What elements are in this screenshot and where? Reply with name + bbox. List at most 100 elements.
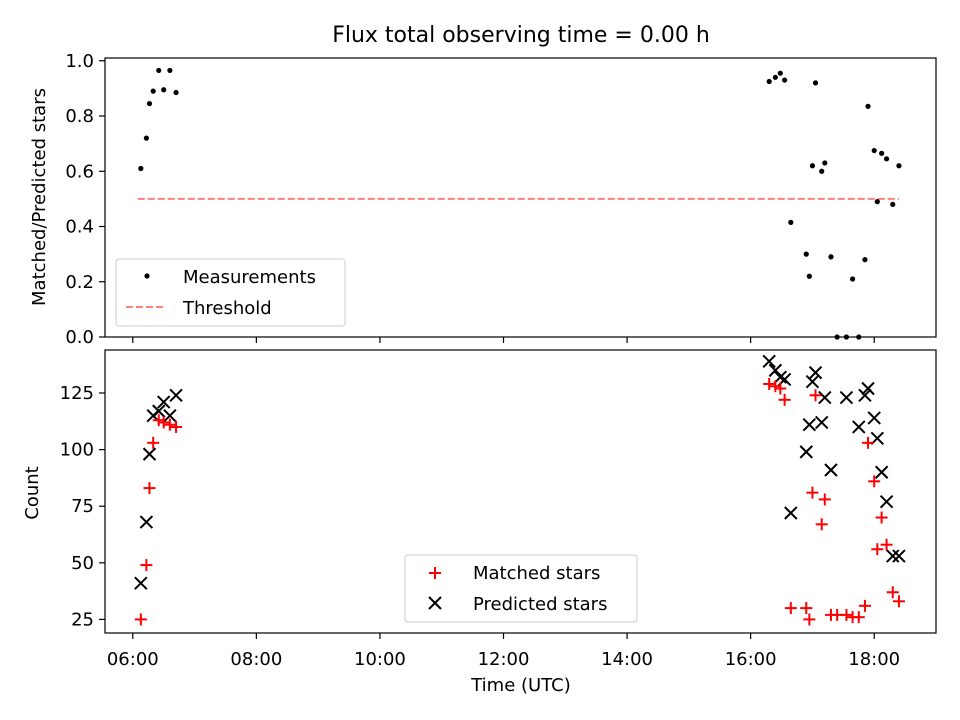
matched-star-point — [892, 595, 905, 608]
matched-star-point — [803, 613, 816, 626]
figure-title: Flux total observing time = 0.00 h — [332, 23, 710, 48]
count-x-tick-label: 16:00 — [725, 649, 777, 670]
measurement-point — [809, 163, 816, 169]
ratio-y-tick-label: 0.6 — [65, 161, 94, 182]
predicted-star-point — [867, 411, 881, 425]
predicted-star-point — [879, 494, 894, 509]
count-y-tick-label: 100 — [60, 440, 94, 461]
count-legend-box — [404, 554, 638, 623]
measurement-point — [865, 103, 871, 109]
matched-star-point — [852, 611, 865, 624]
measurement-point — [782, 77, 788, 83]
matched-star-point — [163, 418, 176, 431]
measurement-point — [883, 156, 890, 162]
count-y-ticks: 25 50 75 100 125 — [60, 383, 105, 630]
predicted-star-point — [861, 381, 875, 396]
count-x-axis-label: Time (UTC) — [470, 675, 571, 696]
predicted-star-point — [169, 388, 183, 402]
matched-star-point — [157, 416, 170, 429]
count-axes-frame — [104, 349, 937, 634]
predicted-star-point — [886, 549, 900, 563]
matched-star-point — [774, 382, 787, 395]
predicted-star-point — [824, 463, 838, 477]
count-x-tick-label: 10:00 — [354, 649, 406, 670]
count-marks — [134, 354, 906, 626]
ratio-legend: Measurements Threshold — [115, 258, 346, 327]
measurement-point — [143, 135, 149, 141]
measurement-point — [161, 87, 167, 93]
ratio-subplot: 0.0 0.2 0.4 0.6 0.8 1.0 Matched/Predicted sta… — [29, 51, 937, 348]
count-y-tick-label: 75 — [71, 496, 94, 517]
predicted-star-point — [762, 354, 776, 369]
measurement-point — [167, 67, 173, 74]
matched-star-point — [875, 511, 888, 524]
measurement-point — [156, 67, 162, 74]
measurement-point — [772, 74, 778, 80]
matched-star-point — [806, 486, 819, 499]
matched-star-point — [134, 613, 147, 626]
count-x-tick-label: 08:00 — [230, 649, 282, 670]
count-y-axis-label: Count — [22, 466, 43, 519]
matched-star-point — [818, 493, 831, 506]
measurement-point — [150, 88, 156, 94]
count-x-tick-label: 06:00 — [107, 649, 159, 670]
measurement-point — [822, 160, 828, 166]
legend-predicted-label: Predicted stars — [473, 594, 607, 615]
ratio-axes-frame — [104, 57, 937, 338]
predicted-star-point — [818, 390, 832, 405]
matched-star-point — [871, 543, 884, 556]
matched-star-point — [800, 602, 813, 615]
legend-measurements-marker — [144, 273, 150, 279]
ratio-legend-box — [115, 258, 346, 327]
matched-star-point — [778, 393, 791, 406]
ratio-x-ticks — [132, 337, 875, 343]
measurement-point — [849, 276, 856, 282]
ratio-y-tick-label: 0.4 — [65, 217, 94, 238]
predicted-star-point — [142, 447, 157, 461]
ratio-y-tick-label: 0.8 — [65, 106, 94, 127]
measurement-point — [896, 163, 902, 169]
count-x-tick-label: 14:00 — [601, 649, 653, 670]
matched-star-point — [886, 586, 899, 599]
predicted-star-point — [808, 365, 823, 380]
measurement-point — [146, 100, 153, 107]
legend-matched-label: Matched stars — [473, 563, 600, 584]
matched-star-point — [143, 482, 156, 495]
matched-star-point — [868, 475, 881, 488]
legend-threshold-label: Threshold — [182, 298, 272, 319]
measurement-point — [812, 80, 819, 86]
ratio-y-tick-label: 1.0 — [65, 51, 94, 72]
measurement-point — [828, 254, 834, 260]
matched-star-point — [763, 377, 776, 390]
predicted-star-point — [799, 445, 813, 459]
predicted-star-point — [139, 515, 154, 529]
predicted-star-point — [152, 404, 166, 418]
count-x-ticks: 06:00 08:00 10:00 12:00 14:00 16:00 18:00 — [107, 633, 900, 670]
legend-measurements-label: Measurements — [183, 267, 316, 288]
predicted-star-point — [874, 465, 889, 479]
measurement-point — [874, 199, 880, 205]
measurement-point — [766, 78, 772, 85]
measurement-point — [806, 273, 812, 279]
ratio-marks — [137, 67, 902, 340]
predicted-star-point — [852, 420, 866, 434]
predicted-star-point — [839, 390, 854, 405]
matched-star-point — [858, 599, 871, 612]
matched-star-point — [862, 436, 875, 449]
measurement-point — [862, 257, 868, 263]
count-legend: Matched stars Predicted stars — [404, 554, 638, 623]
measurement-point — [879, 150, 885, 156]
ratio-y-axis-label: Matched/Predicted stars — [29, 88, 50, 306]
measurement-point — [138, 165, 144, 172]
legend-predicted-marker — [428, 596, 442, 610]
matched-star-point — [880, 538, 893, 551]
matched-star-point — [147, 436, 160, 449]
predicted-star-point — [156, 395, 171, 409]
count-y-tick-label: 50 — [71, 553, 94, 574]
measurement-point — [788, 219, 794, 225]
matched-star-point — [784, 602, 797, 615]
measurement-point — [173, 89, 179, 96]
legend-matched-marker — [429, 567, 441, 579]
count-x-tick-label: 18:00 — [848, 649, 900, 670]
